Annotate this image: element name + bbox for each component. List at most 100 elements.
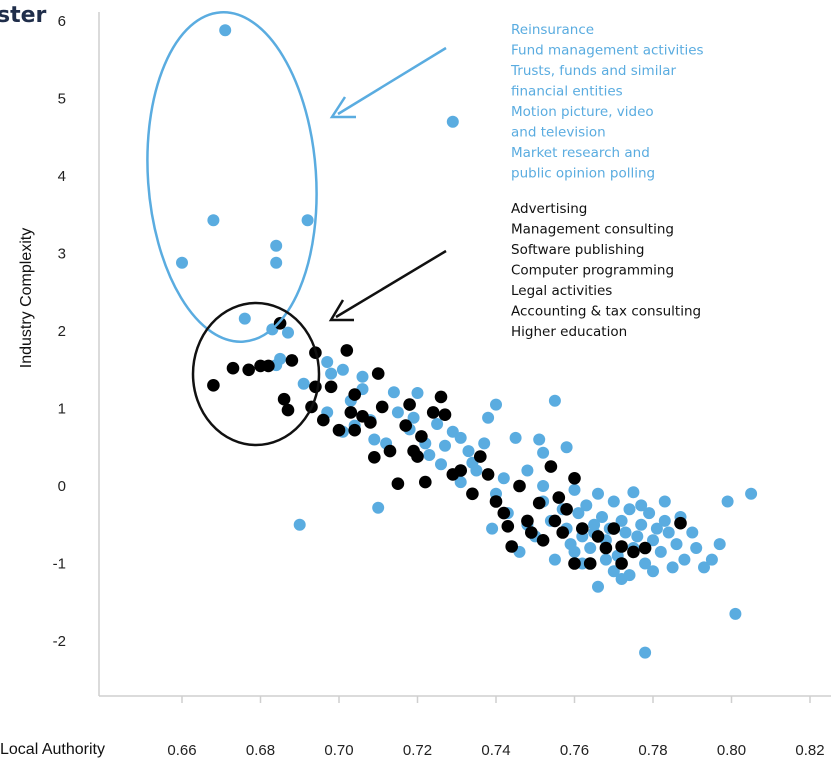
annotation-line: Market research and	[511, 145, 650, 161]
blue-data-point	[325, 367, 338, 380]
y-tick-label: -2	[53, 633, 66, 650]
blue-data-point	[297, 377, 310, 390]
blue-data-point	[321, 356, 334, 368]
blue-data-point	[650, 522, 663, 535]
x-tick-label: 0.78	[638, 742, 667, 759]
black-data-point	[399, 419, 413, 432]
blue-data-point	[270, 239, 283, 252]
blue-data-point	[431, 418, 444, 430]
blue-data-point	[533, 433, 546, 446]
blue-data-point	[537, 480, 550, 492]
blue-data-point	[564, 538, 577, 551]
blue-data-point	[176, 256, 188, 269]
black-data-point	[434, 390, 448, 404]
black-data-point	[513, 479, 526, 493]
black-data-point	[505, 540, 518, 553]
blue-data-point	[435, 458, 447, 471]
blue-data-point	[686, 526, 699, 539]
blue-data-point	[454, 431, 467, 444]
black-data-point	[226, 361, 240, 375]
blue-data-point	[301, 214, 314, 227]
annotation-line: Advertising	[511, 201, 587, 217]
black-data-point	[332, 423, 346, 437]
black-data-point	[344, 406, 358, 419]
blue-data-point	[454, 476, 467, 489]
x-tick-label: 0.68	[246, 742, 275, 759]
blue-data-point	[521, 464, 534, 477]
blue-data-point	[607, 565, 620, 578]
data-points	[176, 24, 758, 659]
blue-data-point	[647, 534, 659, 547]
blue-data-point	[615, 514, 628, 527]
blue-data-point	[372, 501, 385, 514]
blue-data-point	[580, 499, 593, 512]
black-data-point	[525, 526, 538, 539]
blue-data-point	[627, 486, 640, 499]
black-data-point	[262, 359, 275, 373]
blue-group-annotation: Reinsurance Fund management activities Tru…	[510, 22, 704, 182]
black-cluster-ellipse	[191, 301, 321, 447]
blue-data-point	[592, 487, 604, 500]
black-data-point	[521, 514, 534, 528]
black-data-point	[419, 475, 432, 489]
black-data-point	[568, 472, 581, 485]
blue-arrow	[329, 46, 447, 119]
blue-data-point	[623, 569, 636, 582]
blue-data-point	[698, 561, 710, 574]
black-data-point	[277, 392, 291, 406]
black-data-point	[599, 541, 613, 555]
y-tick-label: 0	[58, 478, 66, 495]
blue-data-point	[391, 406, 404, 419]
blue-data-point	[356, 370, 369, 383]
blue-data-point	[387, 386, 400, 399]
black-data-point	[317, 413, 330, 427]
black-data-point	[411, 450, 424, 463]
blue-data-point	[470, 464, 483, 477]
blue-data-point	[336, 363, 349, 376]
blue-data-point	[592, 580, 604, 593]
blue-data-point	[745, 487, 758, 500]
annotation-line: financial entities	[511, 84, 623, 100]
blue-data-point	[490, 398, 502, 411]
blue-data-point	[643, 507, 656, 520]
blue-data-point	[572, 507, 585, 520]
blue-data-point	[548, 394, 561, 407]
black-data-point	[348, 388, 362, 401]
blue-data-point	[654, 545, 667, 558]
annotation-line: Motion picture, video	[511, 104, 654, 120]
black-data-point	[207, 379, 220, 392]
black-data-point	[242, 363, 255, 377]
black-data-point	[474, 450, 487, 463]
y-tick-label: 2	[58, 323, 66, 340]
blue-data-point	[411, 387, 424, 399]
x-tick-label: 0.70	[324, 742, 353, 759]
blue-data-point	[635, 518, 648, 531]
annotation-line: Software publishing	[511, 242, 644, 258]
y-ticks: 6 5 4 3 2 1 0 -1 -2	[53, 13, 66, 650]
black-group-annotation: Advertising Management consulting Software…	[511, 201, 701, 340]
black-arrow	[328, 249, 447, 322]
blue-data-point	[270, 256, 283, 269]
blue-data-point	[639, 557, 652, 570]
blue-data-point	[599, 553, 612, 566]
x-tick-label: 0.76	[560, 742, 589, 759]
blue-data-point	[713, 538, 726, 551]
black-data-point	[638, 541, 652, 555]
blue-data-point	[729, 607, 742, 620]
blue-data-point	[607, 495, 620, 508]
blue-data-point	[482, 411, 495, 424]
blue-cluster-ellipse	[146, 11, 318, 343]
y-tick-label: -1	[53, 556, 66, 573]
x-tick-label: 0.66	[167, 742, 196, 759]
black-data-point	[568, 557, 581, 570]
black-data-point	[454, 464, 468, 477]
blue-data-point	[207, 214, 220, 227]
y-axis-label: Industry Complexity	[18, 228, 35, 369]
x-ticks: 0.66 0.68 0.70 0.72 0.74 0.76 0.78 0.80 0.82	[167, 696, 825, 759]
blue-data-point	[486, 522, 499, 535]
annotation-line: Management consulting	[511, 222, 674, 238]
blue-data-point	[619, 526, 632, 539]
black-data-point	[348, 423, 362, 437]
black-data-point	[391, 477, 405, 491]
black-data-point	[481, 468, 495, 481]
